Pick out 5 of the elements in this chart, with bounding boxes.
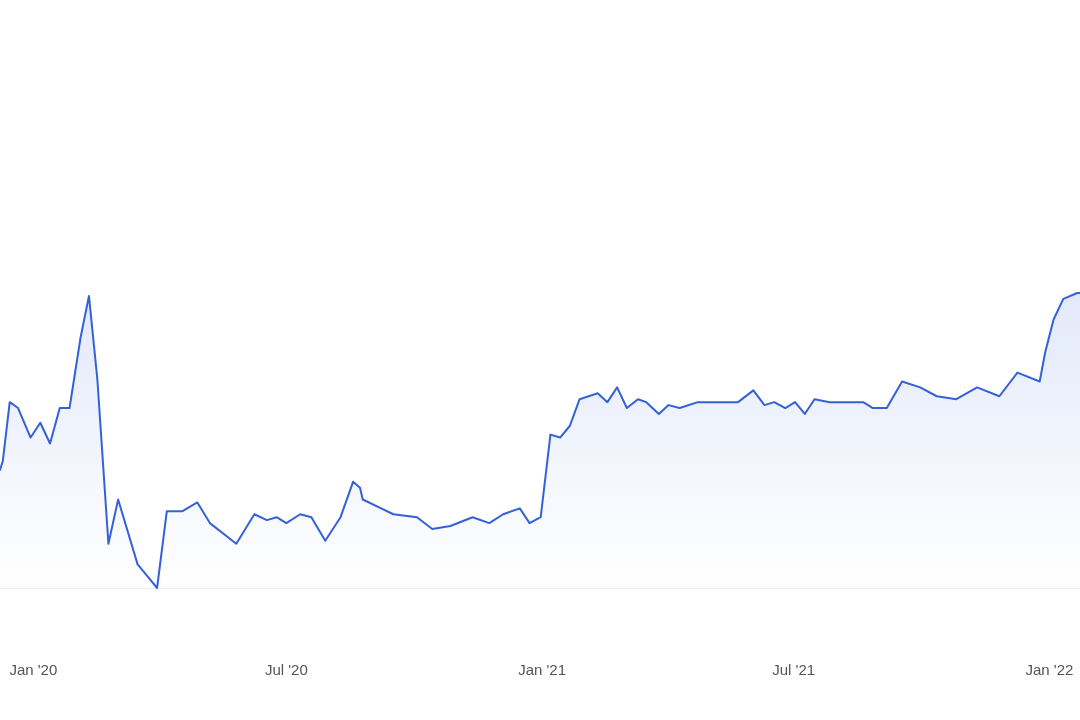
x-tick-label: Jul '20 xyxy=(264,661,308,678)
x-tick-label: Jan '22 xyxy=(1025,661,1074,678)
x-tick-label: Jan '20 xyxy=(9,661,58,678)
x-tick-label: Jan '21 xyxy=(518,661,567,678)
x-tick-label: Jul '21 xyxy=(772,661,816,678)
